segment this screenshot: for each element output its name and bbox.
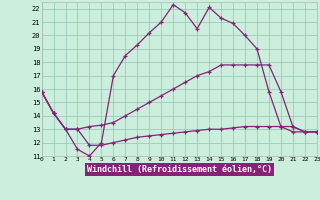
X-axis label: Windchill (Refroidissement éolien,°C): Windchill (Refroidissement éolien,°C)	[87, 165, 272, 174]
